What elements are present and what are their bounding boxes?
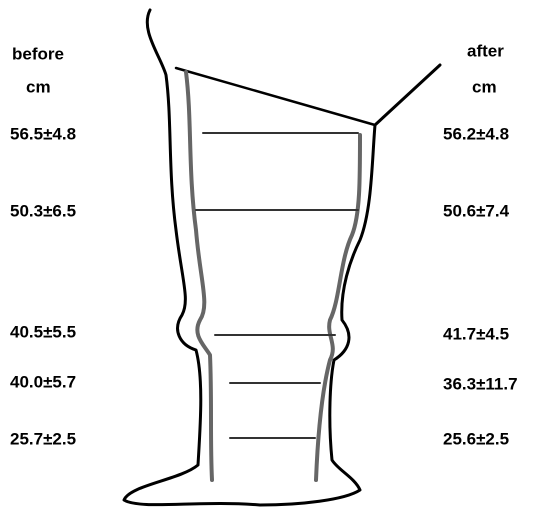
after-value: 50.6±7.4 xyxy=(443,201,510,220)
before-value: 25.7±2.5 xyxy=(10,429,76,448)
inner-outline-right xyxy=(314,133,362,482)
thigh-top xyxy=(174,66,377,127)
before-value: 50.3±6.5 xyxy=(10,201,76,220)
after-title: after xyxy=(467,41,504,60)
before-value: 56.5±4.8 xyxy=(10,124,76,143)
after-value: 56.2±4.8 xyxy=(443,124,509,143)
after-unit: cm xyxy=(472,77,497,96)
before-value: 40.5±5.5 xyxy=(10,322,76,341)
after-value: 36.3±11.7 xyxy=(443,374,518,393)
leg-outline xyxy=(122,8,442,507)
inner-outline-left xyxy=(184,70,214,482)
before-value: 40.0±5.7 xyxy=(10,372,76,391)
after-value: 41.7±4.5 xyxy=(443,324,509,343)
before-title: before xyxy=(12,44,64,63)
before-unit: cm xyxy=(26,77,51,96)
after-value: 25.6±2.5 xyxy=(443,429,509,448)
